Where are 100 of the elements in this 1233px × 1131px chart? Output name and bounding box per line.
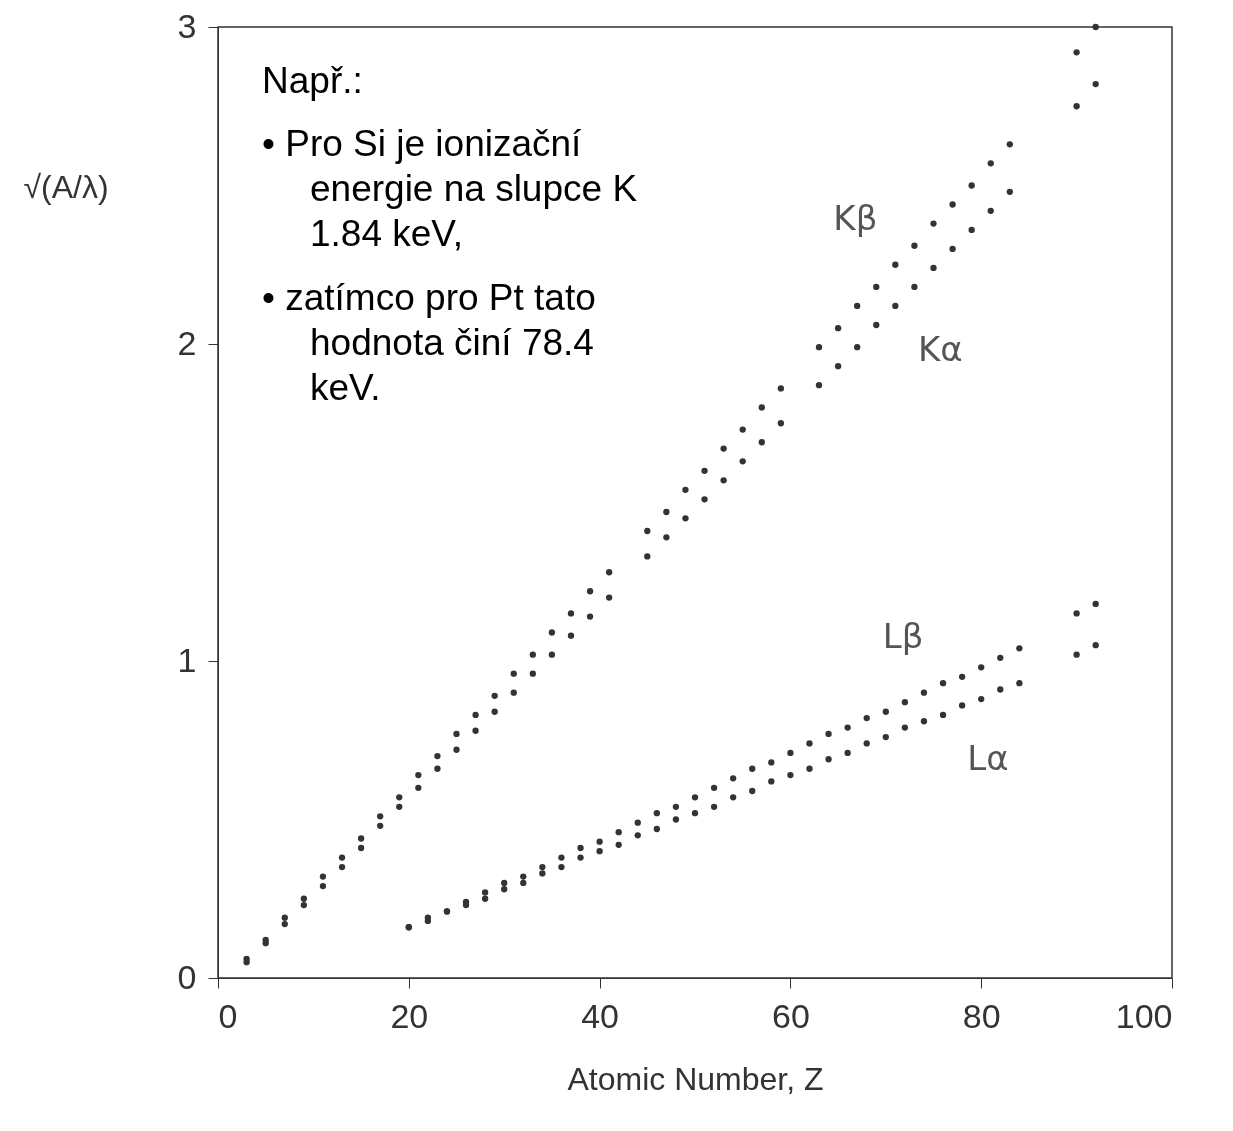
point: [882, 708, 889, 715]
y-tick-label: 1: [177, 640, 197, 679]
point: [415, 771, 422, 779]
point: [1073, 103, 1080, 110]
x-tick-label: 0: [218, 996, 238, 1035]
x-axis-title: Atomic Number, Z: [567, 1060, 824, 1097]
annotation: • Pro Si je ionizační energie na slupce K 1.84 keV,: [262, 122, 639, 257]
point: [567, 610, 575, 617]
point: [920, 718, 928, 725]
point: [434, 752, 441, 760]
point: [691, 810, 699, 817]
x-tick-label: 40: [581, 996, 620, 1035]
point: [1006, 141, 1013, 148]
point: [777, 385, 785, 392]
point: [682, 515, 689, 522]
point: [997, 686, 1004, 693]
point: [663, 534, 670, 541]
point: [854, 344, 861, 351]
point: [491, 692, 498, 700]
point: [1092, 23, 1099, 31]
x-tick-label: 60: [771, 996, 810, 1035]
point: [834, 324, 842, 332]
point: [787, 749, 794, 757]
point: [615, 841, 622, 849]
point: [1092, 600, 1099, 608]
point: [901, 699, 909, 706]
point: [730, 794, 737, 801]
point: [739, 426, 746, 433]
point: [749, 787, 756, 795]
point: [911, 242, 918, 249]
point: [605, 569, 613, 576]
point: [720, 477, 727, 484]
point: [958, 702, 966, 709]
point: [997, 654, 1004, 661]
point: [396, 794, 403, 801]
point: [510, 689, 517, 696]
point: [863, 740, 870, 747]
point: [281, 920, 288, 928]
point: [653, 810, 660, 817]
point: [901, 724, 909, 731]
point: [1006, 188, 1013, 195]
point: [567, 632, 575, 639]
point: [777, 420, 785, 427]
point: [596, 848, 603, 855]
point: [892, 302, 899, 310]
point: [806, 765, 813, 772]
point: [920, 689, 928, 696]
point: [605, 594, 613, 601]
y-tick-label: 2: [177, 323, 197, 362]
point: [672, 803, 680, 810]
point: [644, 553, 651, 560]
point: [844, 749, 851, 757]
point: [892, 261, 899, 268]
point: [520, 873, 527, 880]
point: [558, 854, 565, 861]
point: [634, 832, 641, 839]
point: [577, 854, 584, 861]
series-label: Kβ: [833, 197, 878, 238]
point: [586, 588, 594, 595]
point: [758, 404, 765, 411]
point: [787, 771, 794, 779]
point: [1016, 645, 1023, 652]
point: [949, 245, 956, 253]
annotation: Např.:: [262, 59, 364, 103]
point: [377, 813, 384, 820]
point: [357, 844, 365, 852]
x-tick-label: 80: [962, 996, 1001, 1035]
point: [768, 759, 775, 766]
point: [539, 863, 546, 871]
annotation: • zatímco pro Pt tato hodnota činí 78.4 keV.: [262, 275, 597, 410]
point: [481, 889, 489, 896]
point: [873, 321, 880, 329]
point: [930, 220, 937, 227]
point: [300, 901, 308, 909]
point: [377, 822, 384, 829]
point: [596, 838, 603, 845]
point: [672, 816, 680, 823]
point: [338, 863, 346, 871]
point: [529, 651, 536, 658]
point: [815, 344, 823, 351]
point: [882, 733, 889, 741]
point: [701, 467, 708, 474]
series-label: Lβ: [882, 616, 924, 657]
point: [357, 835, 365, 842]
point: [720, 445, 727, 452]
point: [911, 283, 918, 291]
point: [539, 870, 546, 877]
point: [815, 382, 823, 389]
point: [548, 651, 556, 658]
point: [491, 708, 498, 715]
point: [854, 302, 861, 310]
point: [749, 765, 756, 772]
point: [710, 803, 718, 810]
point: [453, 746, 460, 753]
point: [1092, 80, 1099, 88]
point: [300, 895, 308, 902]
point: [663, 508, 670, 516]
point: [577, 844, 584, 852]
point: [396, 803, 403, 810]
point: [653, 825, 660, 833]
